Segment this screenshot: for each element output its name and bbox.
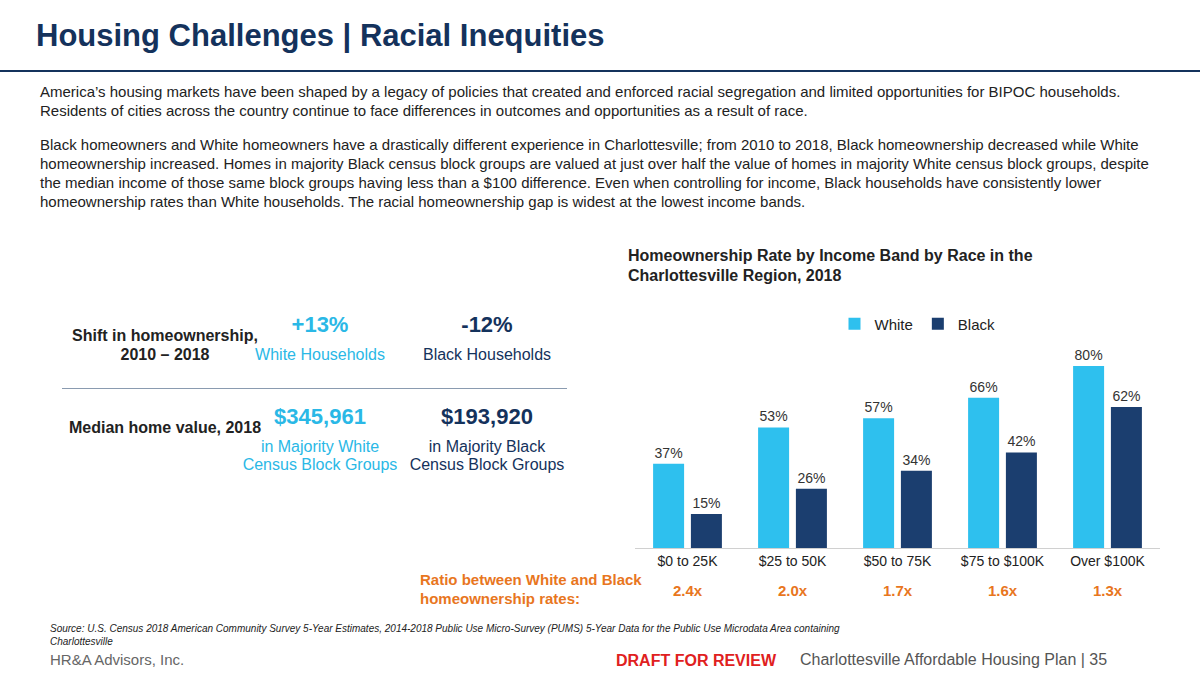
html-text:Homeownership Rate by Income B: Homeownership Rate by Income Band by Rac…: [628, 247, 1033, 284]
svg-text:80%: 80%: [1075, 347, 1103, 363]
html-text:Charlottesville Affordable Hou: Charlottesville Affordable Housing Plan …: [800, 651, 1108, 668]
html-text:+13%: +13%: [291, 312, 349, 337]
svg-text:66%: 66%: [970, 379, 998, 395]
html-text:Median home value, 2018: Median home value, 2018: [69, 419, 261, 436]
svg-text:2.0x: 2.0x: [778, 582, 808, 599]
svg-text:57%: 57%: [865, 399, 893, 415]
svg-text:1.7x: 1.7x: [883, 582, 913, 599]
svg-text:Over $100K: Over $100K: [1070, 553, 1145, 569]
html-text:in Majority White Census Block: in Majority White Census Block Groups: [242, 438, 398, 473]
svg-text:53%: 53%: [760, 408, 788, 424]
html-text:Source: U.S. Census 2018 Ameri: Source: U.S. Census 2018 American Commun…: [50, 623, 840, 647]
svg-text:$50 to 75K: $50 to 75K: [864, 553, 932, 569]
svg-text:1.6x: 1.6x: [988, 582, 1018, 599]
svg-text:Black: Black: [958, 316, 995, 333]
svg-text:$75 to $100K: $75 to $100K: [961, 553, 1045, 569]
html-text:Black Households: Black Households: [423, 346, 551, 363]
html-text:Housing Challenges | Racial In: Housing Challenges | Racial Inequities: [36, 18, 605, 53]
html-text:White Households: White Households: [255, 346, 385, 363]
html-text:in Majority Black Census Block: in Majority Black Census Block Groups: [409, 438, 565, 473]
svg-text:15%: 15%: [692, 495, 720, 511]
svg-text:62%: 62%: [1112, 388, 1140, 404]
svg-text:26%: 26%: [797, 470, 825, 486]
html-text:DRAFT FOR REVIEW: DRAFT FOR REVIEW: [616, 652, 776, 669]
html-text:HR&A Advisors, Inc.: HR&A Advisors, Inc.: [50, 651, 185, 668]
html-text:$345,961: $345,961: [274, 404, 366, 429]
html-text:America’s housing markets have: America’s housing markets have been shap…: [40, 83, 1121, 119]
html-text:Black homeowners and White hom: Black homeowners and White homeowners ha…: [40, 136, 1149, 210]
svg-text:37%: 37%: [655, 445, 683, 461]
svg-text:$0 to 25K: $0 to 25K: [658, 553, 719, 569]
html-text:-12%: -12%: [461, 312, 513, 337]
html-text:Shift in homeownership, 2010 –: Shift in homeownership, 2010 – 2018: [72, 327, 258, 363]
html-text:Ratio between White and Black: Ratio between White and Black homeowners…: [420, 571, 642, 607]
svg-text:34%: 34%: [902, 452, 930, 468]
svg-text:42%: 42%: [1007, 433, 1035, 449]
svg-text:White: White: [875, 316, 913, 333]
svg-text:2.4x: 2.4x: [673, 582, 703, 599]
html-text:$193,920: $193,920: [441, 404, 533, 429]
svg-text:$25 to 50K: $25 to 50K: [759, 553, 827, 569]
svg-text:1.3x: 1.3x: [1093, 582, 1123, 599]
